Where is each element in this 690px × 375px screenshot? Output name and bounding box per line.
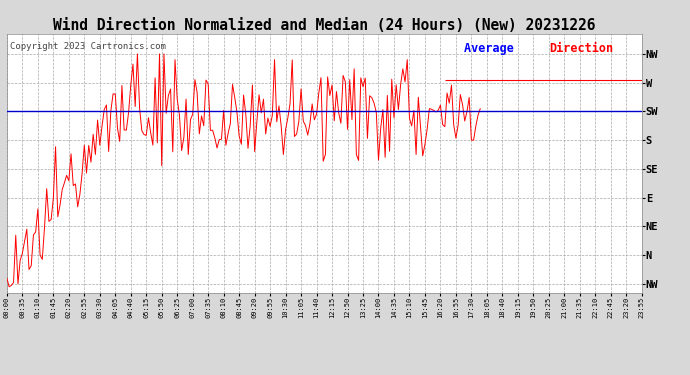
Text: Direction: Direction — [550, 42, 614, 54]
Text: Copyright 2023 Cartronics.com: Copyright 2023 Cartronics.com — [10, 42, 166, 51]
Text: Average: Average — [464, 42, 521, 54]
Title: Wind Direction Normalized and Median (24 Hours) (New) 20231226: Wind Direction Normalized and Median (24… — [53, 18, 595, 33]
